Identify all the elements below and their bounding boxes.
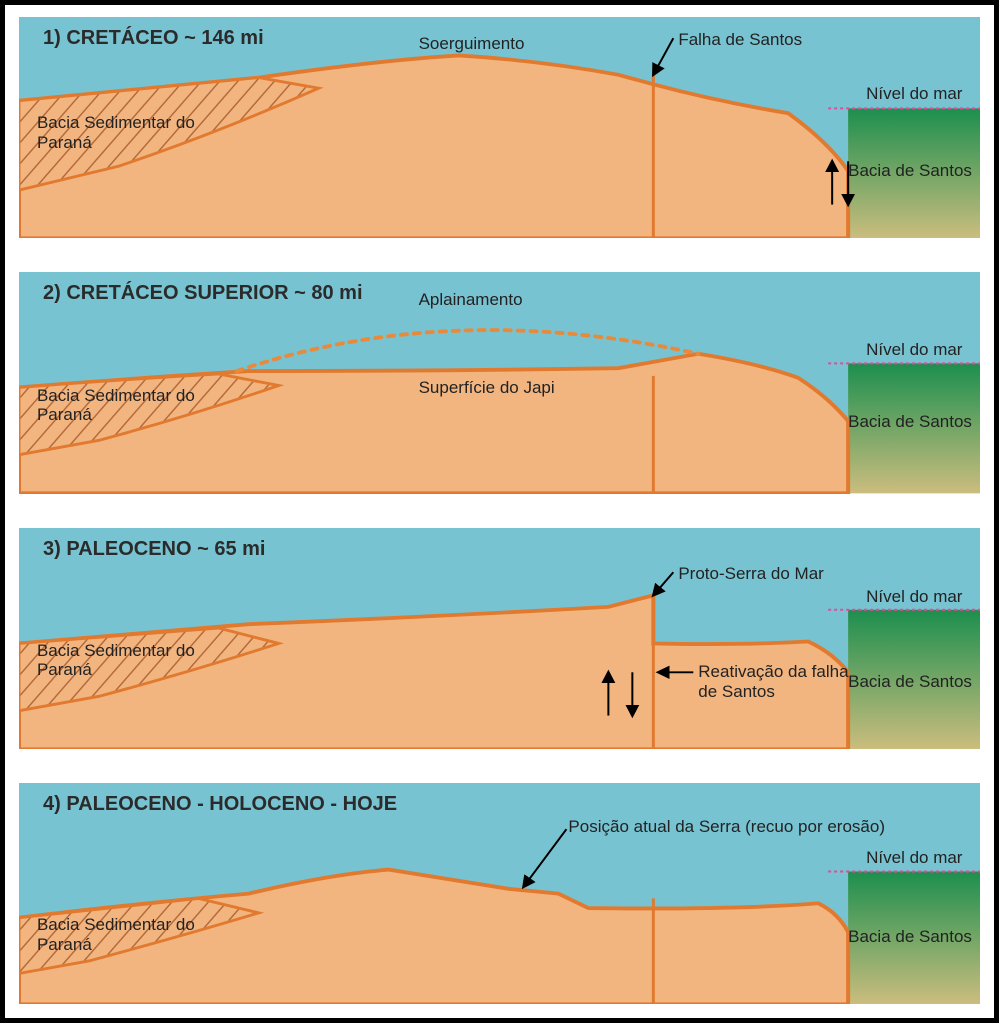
- panel-title: 2) CRETÁCEO SUPERIOR ~ 80 mi: [43, 282, 363, 305]
- panel-title: 1) CRETÁCEO ~ 146 mi: [43, 27, 264, 50]
- label-bacia_parana: Bacia Sedimentar do Paraná: [37, 915, 207, 954]
- panel-title: 3) PALEOCENO ~ 65 mi: [43, 538, 265, 561]
- label-bacia_parana: Bacia Sedimentar do Paraná: [37, 641, 207, 680]
- label-nivel_mar: Nível do mar: [866, 340, 962, 360]
- label-bacia_santos: Bacia de Santos: [848, 161, 972, 181]
- label-bacia_parana: Bacia Sedimentar do Paraná: [37, 386, 207, 425]
- label-falha_santos: Falha de Santos: [678, 30, 802, 50]
- label-soerguimento: Soerguimento: [419, 34, 525, 54]
- label-proto_serra: Proto-Serra do Mar: [678, 564, 824, 584]
- label-bacia_parana: Bacia Sedimentar do Paraná: [37, 113, 207, 152]
- label-nivel_mar: Nível do mar: [866, 587, 962, 607]
- label-bacia_santos: Bacia de Santos: [848, 412, 972, 432]
- panel-paleoceno: 3) PALEOCENO ~ 65 mi Proto-Serra do Mar Re…: [19, 528, 980, 749]
- label-bacia_santos: Bacia de Santos: [848, 927, 972, 947]
- label-posicao_atual: Posição atual da Serra (recuo por erosão…: [568, 817, 885, 837]
- label-reativacao: Reativação da falha de Santos: [698, 662, 868, 701]
- label-nivel_mar: Nível do mar: [866, 84, 962, 104]
- diagram-frame: 1) CRETÁCEO ~ 146 mi Soerguimento Falha de…: [0, 0, 999, 1023]
- panel-title: 4) PALEOCENO - HOLOCENO - HOJE: [43, 793, 397, 816]
- panel-cretaceo: 1) CRETÁCEO ~ 146 mi Soerguimento Falha de…: [19, 17, 980, 238]
- panel-paleoceno-holoceno: 4) PALEOCENO - HOLOCENO - HOJE Posição at…: [19, 783, 980, 1004]
- panel-cretaceo-superior: 2) CRETÁCEO SUPERIOR ~ 80 mi Aplainamento…: [19, 272, 980, 493]
- label-superficie_japi: Superfície do Japi: [419, 378, 555, 398]
- label-nivel_mar: Nível do mar: [866, 848, 962, 868]
- label-bacia_santos: Bacia de Santos: [848, 672, 972, 692]
- label-aplainamento: Aplainamento: [419, 290, 523, 310]
